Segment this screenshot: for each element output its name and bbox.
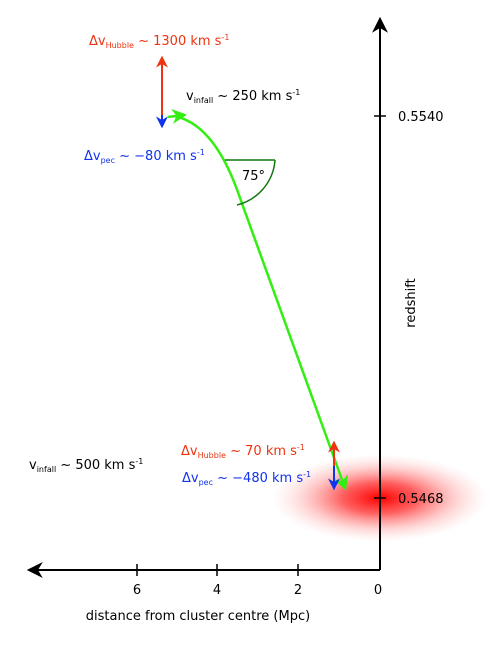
trajectory-start-arrow bbox=[167, 109, 187, 124]
x-tick-label-4: 4 bbox=[213, 583, 221, 598]
upper-pec-label: Δvpec ~ −80 km s-1 bbox=[84, 148, 205, 165]
lower-hubble-label: ΔvHubble ~ 70 km s-1 bbox=[181, 443, 305, 460]
x-tick-label-0: 0 bbox=[374, 583, 382, 598]
upper-hubble-label: ΔvHubble ~ 1300 km s-1 bbox=[89, 33, 229, 50]
angle-arc bbox=[236, 159, 276, 206]
x-axis-label: distance from cluster centre (Mpc) bbox=[86, 609, 310, 624]
x-tick-label-2: 2 bbox=[294, 583, 302, 598]
x-tick-label-6: 6 bbox=[133, 583, 141, 598]
angle-label: 75° bbox=[242, 169, 265, 184]
upper-infall-label: vinfall ~ 250 km s-1 bbox=[186, 88, 300, 105]
y-tick-label-0.5468: 0.5468 bbox=[398, 492, 444, 507]
lower-pec-label: Δvpec ~ −480 km s-1 bbox=[182, 470, 311, 487]
y-tick-label-0.5540: 0.5540 bbox=[398, 110, 444, 125]
y-axis-label: redshift bbox=[404, 278, 419, 327]
lower-infall-label: vinfall ~ 500 km s-1 bbox=[29, 457, 143, 474]
